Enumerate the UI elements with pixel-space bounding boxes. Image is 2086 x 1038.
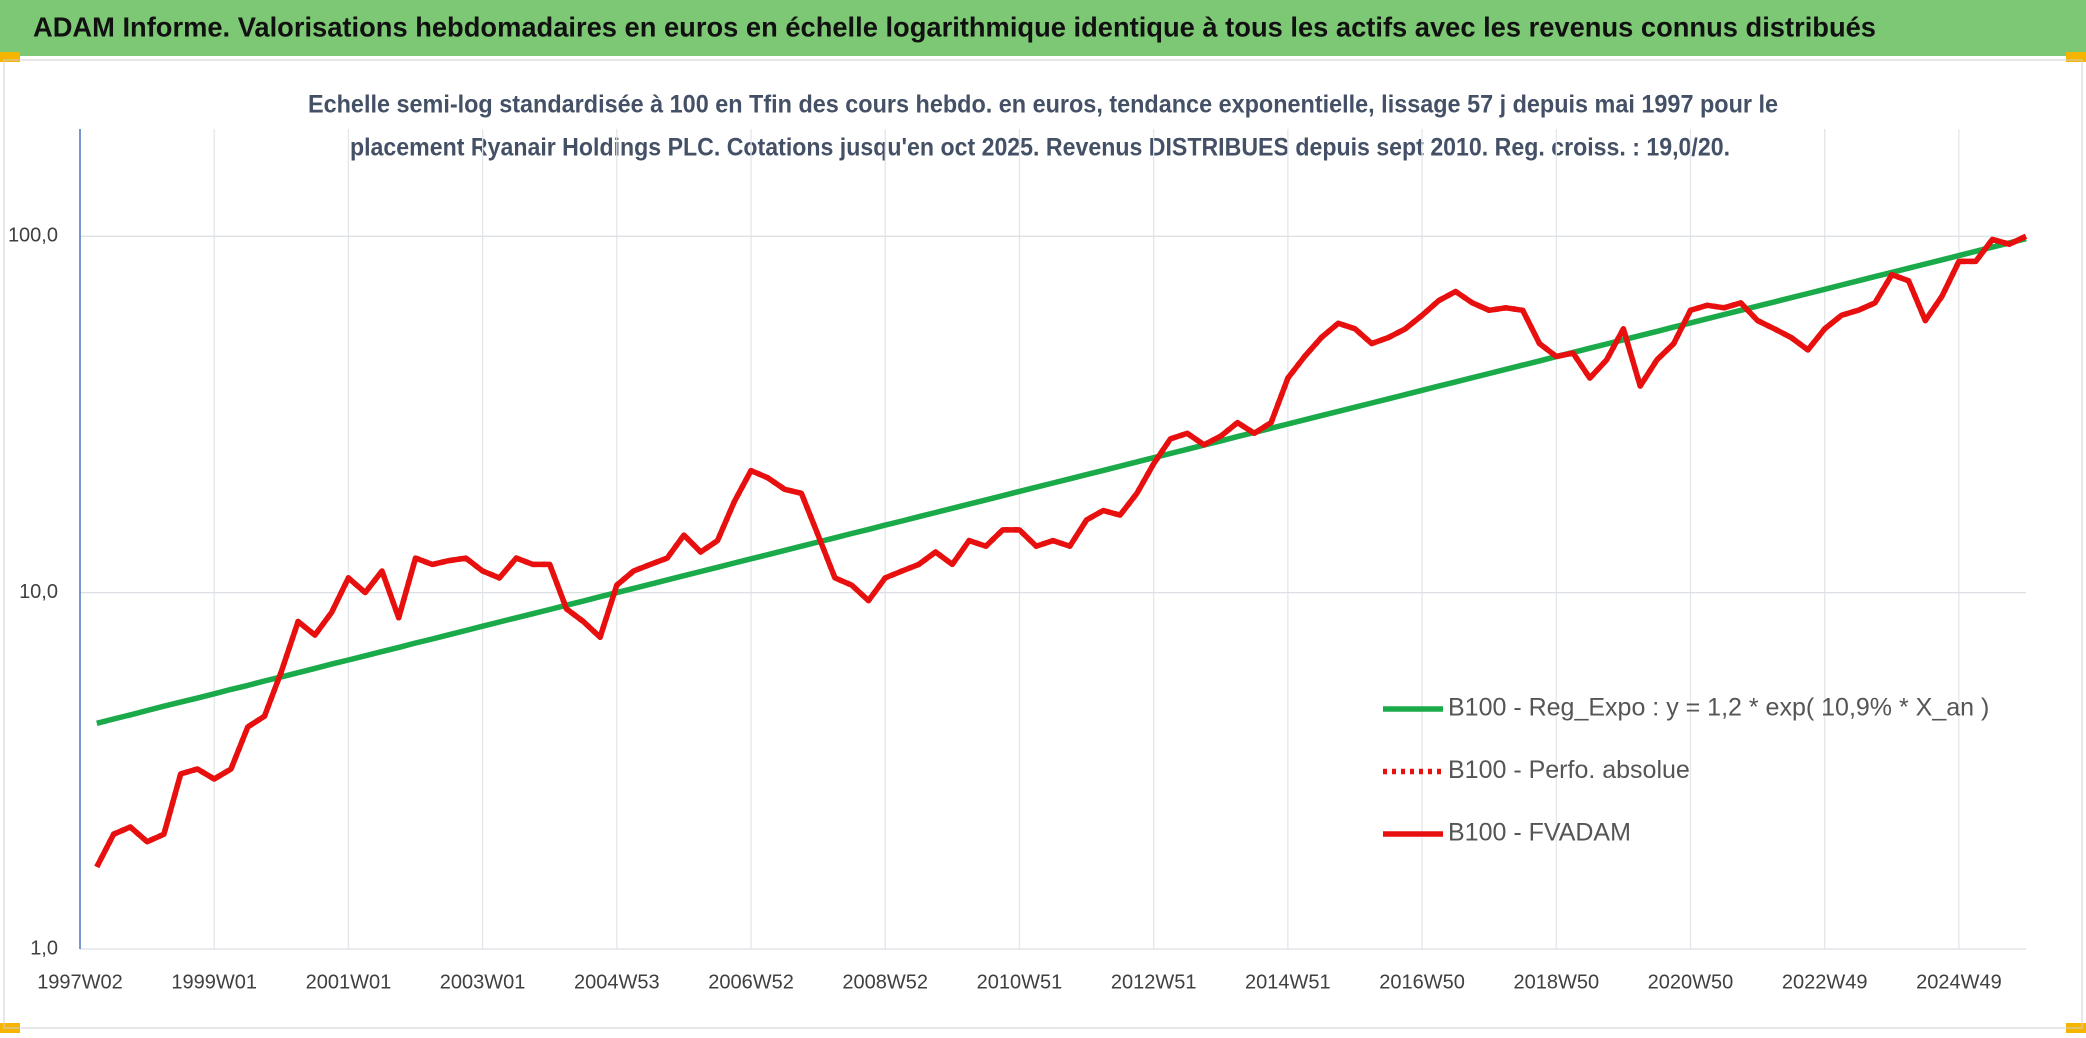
x-tick-label: 2016W50 <box>1379 971 1465 993</box>
legend-label: B100 - Perfo. absolue <box>1448 756 1690 784</box>
x-tick-label: 2003W01 <box>440 971 526 993</box>
corner <box>0 52 20 62</box>
x-tick-label: 1997W02 <box>37 971 123 993</box>
x-tick-label: 2020W50 <box>1648 971 1734 993</box>
chart-frame <box>3 59 2083 1029</box>
y-tick-label: 1,0 <box>30 937 58 959</box>
x-tick-label: 2022W49 <box>1782 971 1868 993</box>
corner <box>2066 52 2086 62</box>
y-tick-label: 100,0 <box>8 225 58 247</box>
chart-subtitle: Echelle semi-log standardisée à 100 en T… <box>308 91 1778 119</box>
plot-area: 1997W02 1999W01 2001W01 2003W01 2004W53 2006W… <box>8 129 2028 993</box>
x-tick-label: 1999W01 <box>171 971 257 993</box>
x-tick-label: 2001W01 <box>306 971 392 993</box>
x-tick-label: 2012W51 <box>1111 971 1197 993</box>
x-tick-label: 2018W50 <box>1513 971 1599 993</box>
legend-label: B100 - FVADAM <box>1448 819 1631 847</box>
header-bar <box>0 0 2086 56</box>
x-tick-label: 2014W51 <box>1245 971 1331 993</box>
x-tick-label: 2006W52 <box>708 971 794 993</box>
x-tick-label: 2004W53 <box>574 971 660 993</box>
chart-subtitle: placement Ryanair Holdings PLC. Cotation… <box>350 134 1730 162</box>
x-tick-label: 2024W49 <box>1916 971 2002 993</box>
x-tick-label: 2010W51 <box>977 971 1063 993</box>
series-line <box>94 233 2028 869</box>
series-line <box>96 236 2027 726</box>
legend-label: B100 - Reg_Expo : y = 1,2 * exp( 10,9% *… <box>1448 694 1989 722</box>
y-tick-label: 10,0 <box>19 581 58 603</box>
header-title: ADAM Informe. Valorisations hebdomadaire… <box>33 11 1876 42</box>
x-tick-label: 2008W52 <box>842 971 928 993</box>
